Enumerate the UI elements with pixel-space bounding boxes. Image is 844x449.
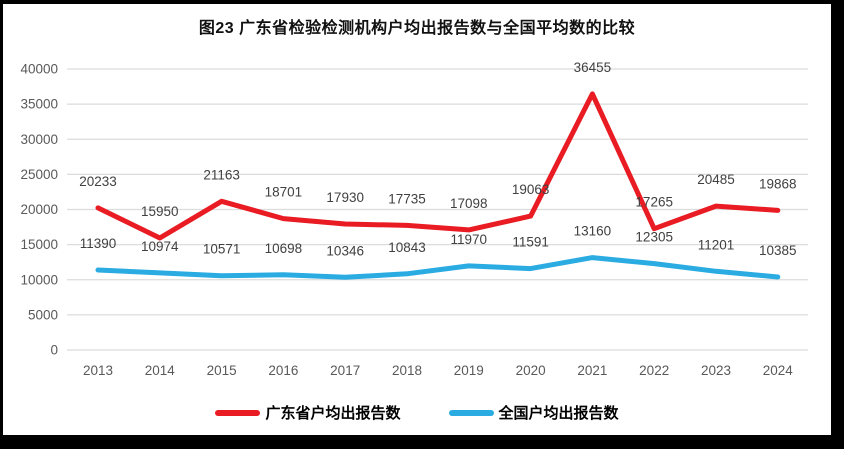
y-axis-tick-label: 40000 <box>20 62 58 77</box>
data-label-national: 10346 <box>326 243 364 258</box>
data-label-national: 11390 <box>80 236 117 251</box>
data-label-guangdong: 36455 <box>574 60 612 75</box>
y-axis-tick-label: 35000 <box>20 97 58 112</box>
x-axis-tick-label: 2014 <box>145 363 176 378</box>
data-label-guangdong: 17735 <box>388 191 426 206</box>
line-chart: 0 5000 10000 15000 20000 25000 30000 35000 40000… <box>20 60 808 378</box>
data-label-national: 11201 <box>698 237 735 252</box>
x-axis-tick-label: 2013 <box>83 363 113 378</box>
data-label-national: 10698 <box>265 241 303 256</box>
x-axis-tick-label: 2017 <box>330 363 360 378</box>
y-axis-tick-label: 20000 <box>20 202 58 217</box>
y-axis-tick-label: 15000 <box>20 237 58 252</box>
data-label-national: 10571 <box>203 242 241 257</box>
y-axis-tick-label: 30000 <box>20 132 58 147</box>
legend-line-swatch-guangdong <box>215 409 261 416</box>
legend-item-guangdong: 广东省户均出报告数 <box>215 402 401 423</box>
y-axis-tick-label: 10000 <box>20 272 58 287</box>
data-label-national: 10385 <box>759 243 797 258</box>
data-label-guangdong: 15950 <box>141 204 179 219</box>
x-axis-tick-label: 2023 <box>701 363 731 378</box>
y-axis-tick-label: 0 <box>50 343 58 358</box>
data-label-guangdong: 17098 <box>450 196 488 211</box>
series-line-guangdong <box>95 91 781 241</box>
x-axis-tick-label: 2024 <box>763 363 794 378</box>
legend: 广东省户均出报告数 全国户均出报告数 <box>3 402 831 423</box>
x-axis-tick-label: 2015 <box>207 363 237 378</box>
chart-title: 图23 广东省检验检测机构户均出报告数与全国平均数的比较 <box>198 20 636 37</box>
data-label-guangdong: 20233 <box>79 174 117 189</box>
data-label-guangdong: 19063 <box>512 182 550 197</box>
data-label-national: 13160 <box>574 224 612 239</box>
legend-line-swatch-national <box>448 409 494 416</box>
data-label-national: 11591 <box>512 235 549 250</box>
data-label-guangdong: 19868 <box>759 176 797 191</box>
data-label-national: 12305 <box>635 230 673 245</box>
x-axis-tick-label: 2022 <box>639 363 669 378</box>
x-axis-tick-label: 2021 <box>577 363 607 378</box>
y-axis-tick-label: 5000 <box>28 307 58 322</box>
legend-item-national: 全国户均出报告数 <box>448 402 619 423</box>
legend-label-national: 全国户均出报告数 <box>498 405 619 422</box>
data-label-national: 10843 <box>388 240 426 255</box>
data-label-national: 11970 <box>451 232 488 247</box>
data-label-guangdong: 20485 <box>697 172 735 187</box>
data-label-guangdong: 17930 <box>326 190 364 205</box>
x-axis-tick-label: 2020 <box>516 363 546 378</box>
legend-label-guangdong: 广东省户均出报告数 <box>265 405 401 422</box>
y-axis-tick-label: 25000 <box>20 167 58 182</box>
series-line-national <box>95 255 781 280</box>
x-axis-tick-label: 2018 <box>392 363 422 378</box>
x-axis-tick-label: 2019 <box>454 363 484 378</box>
x-axis-tick-label: 2016 <box>268 363 298 378</box>
data-label-guangdong: 18701 <box>265 185 303 200</box>
data-label-national: 10974 <box>141 239 179 254</box>
data-label-guangdong: 17265 <box>635 195 673 210</box>
data-label-guangdong: 21163 <box>203 167 240 182</box>
